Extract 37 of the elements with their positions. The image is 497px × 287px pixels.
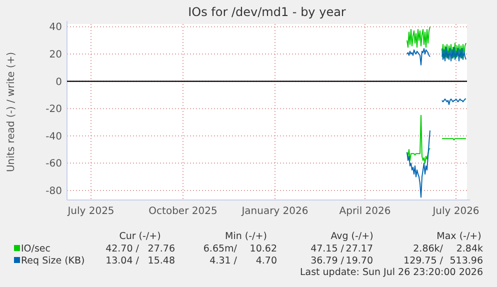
text: 129.75 / <box>404 256 444 266</box>
text: Last update: Sun Jul 26 23:20:00 2026 <box>300 267 483 278</box>
text: 27.17 <box>346 244 373 254</box>
text: 19.70 <box>346 256 373 266</box>
y-tick-label: -20 <box>46 104 62 116</box>
text: 513.96 <box>450 256 483 266</box>
text: Cur (-/+) <box>119 231 161 242</box>
legend-label: IO/sec <box>21 244 50 254</box>
y-tick-label: 40 <box>49 22 62 34</box>
y-axis-title: Units read (-) / write (+) <box>6 52 17 172</box>
y-tick-label: 20 <box>49 50 62 61</box>
text: Min (-/+) <box>225 231 267 242</box>
text: 13.04 / <box>106 256 140 266</box>
text: 4.70 <box>256 256 277 266</box>
legend-label: Req Size (KB) <box>21 256 85 266</box>
text: 36.79 / <box>310 256 345 266</box>
y-tick-label: 0 <box>56 76 62 88</box>
text: 47.15 / <box>310 244 345 254</box>
text: 27.76 <box>148 244 175 254</box>
y-tick-label: -80 <box>46 186 62 197</box>
text: 15.48 <box>148 256 175 266</box>
y-tick-label: -40 <box>46 131 62 142</box>
text: Avg (-/+) <box>330 231 374 242</box>
text: 4.31 / <box>210 256 238 266</box>
text: Max (-/+) <box>436 231 482 242</box>
x-tick-label: April 2026 <box>339 206 391 217</box>
text: 42.70 / <box>106 244 140 254</box>
text: 10.62 <box>250 244 277 254</box>
x-tick-label: July 2025 <box>66 206 114 217</box>
y-tick-label: -60 <box>46 158 62 170</box>
text: 2.86k/ <box>413 244 444 254</box>
chart-title: IOs for /dev/md1 - by year <box>188 5 346 19</box>
x-tick-label: October 2025 <box>148 206 218 217</box>
x-tick-label: January 2026 <box>240 206 308 217</box>
text: 6.65m/ <box>203 244 238 254</box>
x-tick-label: July 2026 <box>432 206 480 217</box>
text: 2.84k <box>456 244 484 254</box>
